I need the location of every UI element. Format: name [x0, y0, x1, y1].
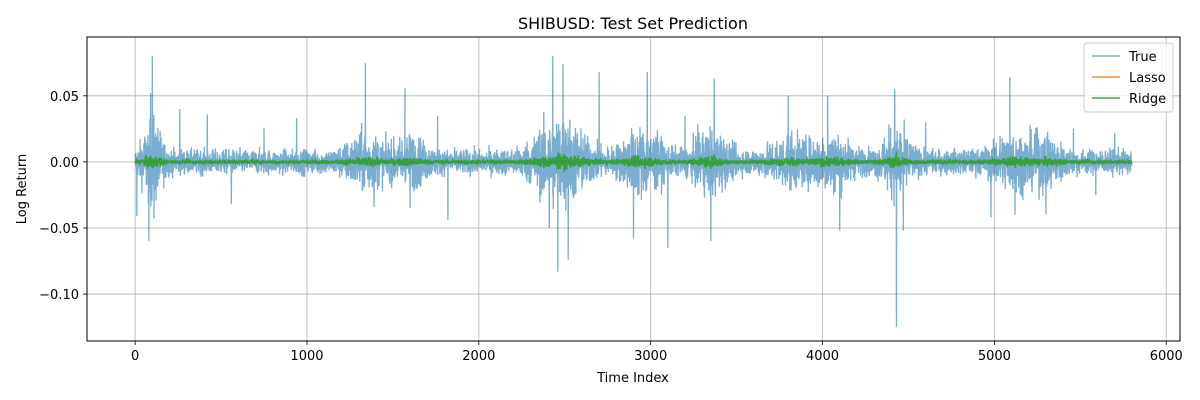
y-tick-label: 0.05: [50, 90, 79, 105]
series-line-true: [134, 56, 1133, 328]
plot-area: [134, 56, 1133, 328]
y-tick-label: −0.10: [39, 288, 79, 303]
x-tick-label: 0: [131, 349, 139, 364]
y-tick-label: 0.00: [50, 156, 79, 171]
plot-frame: [86, 36, 1181, 342]
x-tick-label: 5000: [978, 349, 1011, 364]
x-axis: 0 1000 2000 3000 4000 5000 6000: [131, 341, 1183, 364]
x-tick-label: 6000: [1150, 349, 1183, 364]
y-axis-label: Log Return: [15, 154, 30, 225]
legend: True Lasso Ridge: [1083, 42, 1174, 113]
legend-box: [1083, 42, 1174, 113]
x-tick-label: 4000: [806, 349, 839, 364]
x-tick-label: 2000: [462, 349, 495, 364]
chart-title: SHIBUSD: Test Set Prediction: [518, 14, 748, 33]
legend-label-true: True: [1128, 50, 1157, 65]
legend-label-ridge: Ridge: [1129, 92, 1166, 107]
x-axis-label: Time Index: [596, 371, 669, 386]
y-axis: 0.05 0.00 −0.05 −0.10: [39, 90, 87, 303]
series-line-ridge: [134, 151, 1133, 173]
x-tick-label: 1000: [290, 349, 323, 364]
x-tick-label: 3000: [634, 349, 667, 364]
y-tick-label: −0.05: [39, 222, 79, 237]
legend-label-lasso: Lasso: [1129, 71, 1166, 86]
